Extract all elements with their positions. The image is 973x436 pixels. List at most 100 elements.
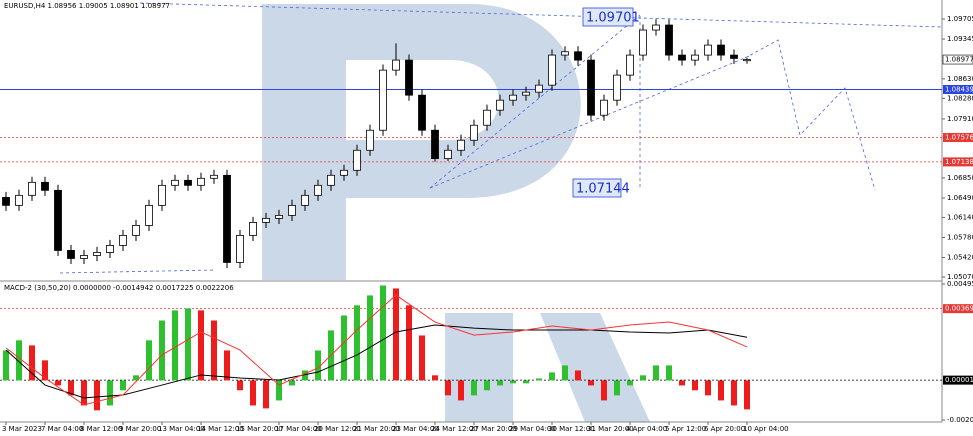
histogram-bar — [172, 310, 178, 381]
histogram-bar — [315, 350, 321, 381]
level-label-box — [943, 133, 973, 143]
candle-body — [652, 24, 660, 31]
candle-body — [665, 24, 673, 56]
histogram-bar — [302, 370, 308, 381]
y-tick-label: 1.06850 — [947, 174, 973, 182]
histogram-bar — [367, 295, 373, 381]
level-label-box — [943, 84, 973, 94]
candle-body — [496, 99, 504, 111]
y-tick-label: 0.0049576 — [947, 280, 973, 288]
candle-body — [392, 59, 400, 71]
candle-body — [262, 217, 270, 223]
candle-body — [327, 174, 335, 186]
y-tick-label: 1.07910 — [947, 115, 973, 123]
histogram-bar — [354, 305, 360, 381]
histogram-bar — [744, 380, 750, 410]
candle-body — [509, 94, 517, 101]
x-tick-label: 5 Apr 12:00 — [665, 425, 706, 433]
histogram-bar — [471, 380, 477, 396]
histogram-bar — [146, 340, 152, 381]
histogram-bar — [614, 380, 620, 396]
x-tick-label: 9 Mar 20:00 — [119, 425, 161, 433]
watermark-bowl — [346, 4, 581, 198]
y-tick-label: 1.05420 — [947, 254, 973, 262]
trend-lines — [59, 2, 943, 274]
histogram-bar — [94, 380, 100, 411]
histogram-bar — [42, 360, 48, 381]
candle-body — [249, 221, 257, 236]
watermark — [262, 4, 650, 422]
histogram-bar — [237, 380, 243, 391]
candle-body — [444, 149, 452, 160]
candle-body — [119, 235, 127, 246]
histogram-bar — [3, 350, 9, 381]
candle-body — [561, 51, 569, 56]
histogram-bar — [718, 380, 724, 401]
candle-body — [353, 149, 361, 171]
histogram-bar — [159, 320, 165, 381]
x-tick-label: 29 Mar 04:00 — [509, 425, 556, 433]
histogram-bar — [705, 380, 711, 396]
histogram-bar — [445, 380, 451, 396]
histogram-bar — [81, 380, 87, 406]
candle-body — [275, 214, 283, 219]
y-tick-label: 1.06490 — [947, 194, 973, 202]
candle-body — [587, 59, 595, 116]
level-label: 1.07138 — [945, 158, 973, 166]
candle-body — [28, 181, 36, 196]
y-tick-label: 1.05070 — [947, 273, 973, 281]
histogram-bar — [224, 350, 230, 381]
x-tick-label: 24 Mar 12:00 — [431, 425, 478, 433]
histogram-bar — [627, 380, 633, 386]
candle-body — [639, 29, 647, 56]
histogram-bar — [432, 375, 438, 381]
histogram-bar — [120, 380, 126, 391]
x-tick-label: 20 Mar 12:00 — [314, 425, 361, 433]
trend-line — [429, 54, 753, 189]
x-tick-label: 7 Mar 04:00 — [41, 425, 83, 433]
y-tick-label: 1.08280 — [947, 94, 973, 102]
candle-body — [717, 44, 725, 56]
last-price-box — [942, 54, 973, 65]
candle-body — [2, 197, 10, 206]
candle-body — [158, 184, 166, 206]
candle-body — [301, 194, 309, 206]
x-tick-label: 30 Mar 12:00 — [548, 425, 595, 433]
candle-body — [132, 225, 140, 236]
watermark-stem — [262, 4, 346, 280]
candle-body — [730, 54, 738, 59]
histogram-bar — [68, 380, 74, 396]
candle-body — [405, 59, 413, 96]
macd-title: MACD-2 (30,50,20) 0.0000000 -0.0014942 0… — [4, 284, 234, 292]
annotation-box — [582, 7, 634, 27]
y-tick-label: 1.05780 — [947, 233, 973, 241]
histogram-bar — [510, 380, 516, 384]
histogram-bar — [185, 308, 191, 381]
candle-body — [483, 109, 491, 126]
histogram-bar — [29, 345, 35, 381]
x-tick-label: 21 Mar 20:00 — [353, 425, 400, 433]
histogram-bar — [588, 380, 594, 386]
x-tick-label: 8 Mar 12:00 — [80, 425, 122, 433]
candle-body — [548, 54, 556, 86]
trend-line — [59, 269, 216, 274]
level-label: 1.07576 — [945, 134, 973, 142]
histogram-bar — [107, 380, 113, 406]
candle-body — [600, 99, 608, 116]
histogram-bar — [16, 340, 22, 381]
x-tick-label: 13 Mar 04:00 — [158, 425, 205, 433]
candle-body — [145, 204, 153, 226]
candle-body — [236, 235, 244, 263]
price-title: EURUSD,H4 1.08956 1.09005 1.08901 1.0897… — [4, 2, 170, 10]
candle-body — [41, 181, 49, 191]
candle-body — [80, 255, 88, 259]
candle-body — [67, 250, 75, 259]
histogram-bar — [666, 365, 672, 381]
candle-body — [678, 54, 686, 61]
histogram-bar — [211, 320, 217, 381]
candle-body — [704, 44, 712, 56]
macd-line — [5, 294, 748, 406]
candle-body — [197, 177, 205, 186]
